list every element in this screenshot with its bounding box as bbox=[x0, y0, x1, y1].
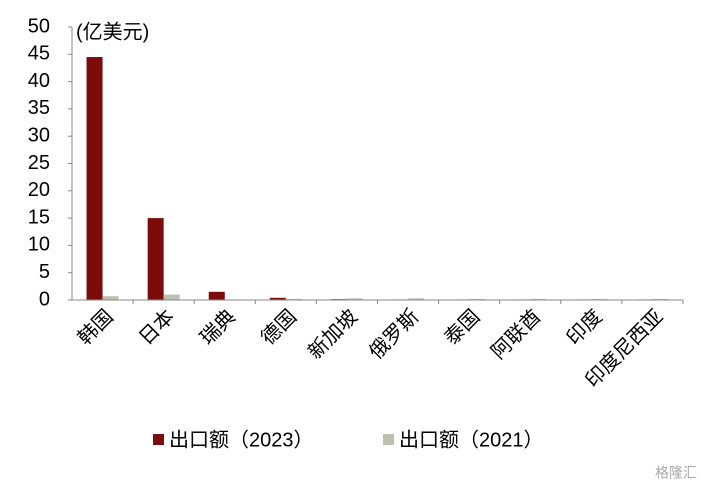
bar bbox=[163, 294, 180, 300]
x-tick-label: 日本 bbox=[134, 305, 179, 350]
y-tick-label: 30 bbox=[28, 124, 50, 146]
bar bbox=[652, 298, 669, 300]
legend-label: 出口额（2023） bbox=[169, 428, 314, 451]
y-tick-label: 45 bbox=[28, 43, 50, 65]
bar bbox=[208, 291, 225, 300]
bar bbox=[285, 298, 302, 300]
y-tick-label: 20 bbox=[28, 179, 50, 201]
bar bbox=[269, 297, 286, 300]
y-tick-label: 10 bbox=[28, 234, 50, 256]
y-tick-label: 40 bbox=[28, 70, 50, 92]
y-tick-label: 15 bbox=[28, 206, 50, 228]
bar bbox=[408, 298, 425, 300]
x-tick-label: 德国 bbox=[257, 305, 302, 350]
bar bbox=[530, 298, 547, 300]
legend-swatch bbox=[383, 434, 394, 445]
x-tick-label: 俄罗斯 bbox=[365, 305, 424, 364]
bar bbox=[147, 218, 164, 300]
x-tick-label: 瑞典 bbox=[195, 305, 240, 350]
bar bbox=[86, 57, 103, 300]
bar bbox=[591, 298, 608, 300]
bar bbox=[469, 298, 486, 300]
y-tick-label: 35 bbox=[28, 97, 50, 119]
x-tick-label: 韩国 bbox=[73, 305, 118, 350]
bar bbox=[102, 296, 119, 300]
x-tick-label: 新加坡 bbox=[304, 305, 363, 364]
legend-label: 出口额（2021） bbox=[399, 428, 544, 451]
x-tick-label: 泰国 bbox=[440, 305, 485, 350]
y-tick-label: 50 bbox=[28, 15, 50, 37]
unit-label: (亿美元) bbox=[76, 20, 149, 43]
y-tick-label: 25 bbox=[28, 152, 50, 174]
watermark: 格隆汇 bbox=[655, 465, 697, 481]
legend-swatch bbox=[153, 434, 164, 445]
y-tick-label: 5 bbox=[39, 261, 50, 283]
x-tick-label: 印度 bbox=[562, 305, 607, 350]
x-tick-label: 阿联酋 bbox=[487, 305, 546, 364]
bar bbox=[346, 298, 363, 300]
y-tick-label: 0 bbox=[39, 288, 50, 310]
